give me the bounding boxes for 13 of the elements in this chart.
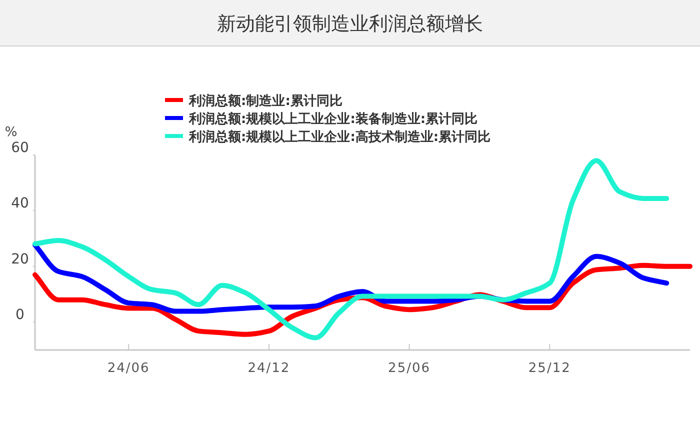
- legend-label: 利润总额:制造业:累计同比: [188, 93, 342, 109]
- y-tick-label: 20: [11, 251, 29, 268]
- legend-label: 利润总额:规模以上工业企业:高技术制造业:累计同比: [188, 129, 491, 145]
- y-axis-title: %: [4, 125, 18, 140]
- x-tick-label: 24/12: [248, 361, 290, 376]
- x-tick-label: 25/12: [528, 361, 571, 376]
- legend-label: 利润总额:规模以上工业企业:装备制造业:累计同比: [188, 111, 478, 127]
- y-tick-label: 40: [11, 196, 29, 212]
- y-tick-label: 0: [16, 307, 24, 324]
- chart-title: 新动能引领制造业利润总额增长: [217, 13, 483, 35]
- x-tick-label: 25/06: [388, 361, 431, 376]
- y-tick-label: 60: [11, 140, 29, 156]
- x-tick-label: 24/06: [107, 361, 150, 376]
